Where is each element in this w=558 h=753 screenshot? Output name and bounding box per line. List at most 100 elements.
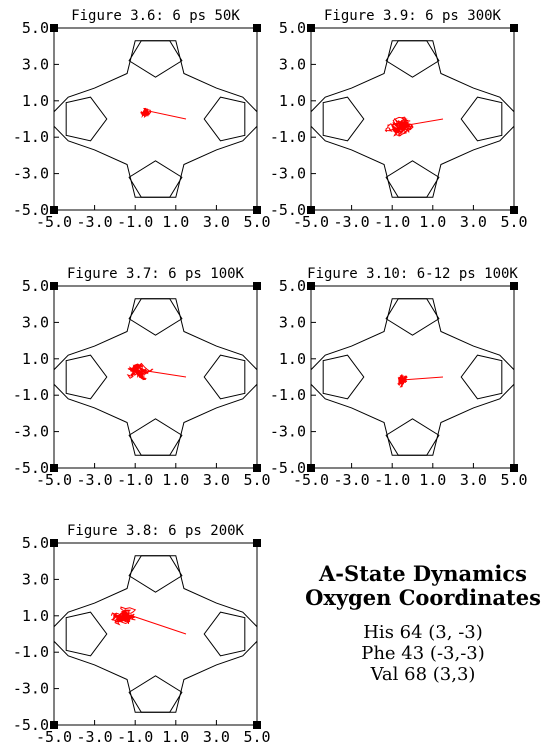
y-tick-label: 1.0 <box>279 350 306 368</box>
y-tick-label: 1.0 <box>279 92 306 110</box>
y-tick-label: 1.0 <box>22 350 49 368</box>
y-tick-label: 5.0 <box>279 277 306 295</box>
x-tick-label: 5.0 <box>500 471 527 489</box>
cavity-outline <box>310 40 515 198</box>
x-tick-label: -5.0 <box>36 213 72 231</box>
residue-pentagon-4 <box>322 354 365 400</box>
x-tick-label: -1.0 <box>117 471 153 489</box>
corner-marker <box>253 539 261 547</box>
x-tick-label: 5.0 <box>243 728 270 746</box>
caption-title-line1: A-State Dynamics <box>319 561 527 586</box>
residue-pentagon-3 <box>203 96 246 142</box>
residue-pentagon-2 <box>385 418 440 456</box>
residue-pentagon-3 <box>460 354 503 400</box>
chart-panel-2: Figure 3.9: 6 ps 300K5.03.01.0-1.0-3.0-5… <box>270 8 528 231</box>
y-tick-label: 3.0 <box>22 570 49 588</box>
x-tick-label: 3.0 <box>203 213 230 231</box>
y-tick-label: -3.0 <box>13 165 49 183</box>
chart-panel-5: Figure 3.8: 6 ps 200K5.03.01.0-1.0-3.0-5… <box>13 523 271 746</box>
x-tick-label: 3.0 <box>203 471 230 489</box>
cavity-outline <box>53 298 258 456</box>
caption-residue-his64: His 64 (3, -3) <box>363 622 483 643</box>
cavity-outline <box>53 555 258 713</box>
oxygen-trajectory <box>140 107 187 120</box>
x-tick-label: 5.0 <box>243 471 270 489</box>
residue-pentagon-4 <box>322 96 365 142</box>
chart-panel-3: Figure 3.7: 6 ps 100K5.03.01.0-1.0-3.0-5… <box>13 266 271 489</box>
corner-marker <box>510 282 518 290</box>
y-tick-label: -3.0 <box>270 423 306 441</box>
caption-residue-val68: Val 68 (3,3) <box>370 664 476 685</box>
x-tick-label: -3.0 <box>77 213 113 231</box>
cavity-outline <box>53 40 258 198</box>
y-tick-label: 3.0 <box>279 313 306 331</box>
y-tick-label: -1.0 <box>270 128 306 146</box>
corner-marker <box>253 24 261 32</box>
oxygen-trajectory <box>384 116 444 137</box>
residue-pentagon-4 <box>65 96 108 142</box>
y-tick-label: 5.0 <box>22 534 49 552</box>
y-tick-label: 5.0 <box>279 19 306 37</box>
oxygen-trajectory <box>126 362 187 381</box>
y-tick-label: -5.0 <box>13 459 49 477</box>
x-tick-label: -1.0 <box>117 728 153 746</box>
corner-marker <box>510 24 518 32</box>
x-tick-label: -3.0 <box>77 471 113 489</box>
y-tick-label: -5.0 <box>270 201 306 219</box>
x-tick-label: -1.0 <box>374 213 410 231</box>
y-tick-label: 1.0 <box>22 92 49 110</box>
x-tick-label: 5.0 <box>243 213 270 231</box>
plot-frame <box>310 27 515 211</box>
y-tick-label: -1.0 <box>13 386 49 404</box>
residue-pentagon-2 <box>128 160 183 198</box>
residue-pentagon-2 <box>385 160 440 198</box>
x-tick-label: 1.0 <box>162 728 189 746</box>
y-tick-label: -1.0 <box>13 128 49 146</box>
x-tick-label: -3.0 <box>77 728 113 746</box>
residue-pentagon-1 <box>128 298 183 336</box>
residue-pentagon-1 <box>385 298 440 336</box>
chart-panel-1: Figure 3.6: 6 ps 50K5.03.01.0-1.0-3.0-5.… <box>13 8 271 231</box>
x-tick-label: -1.0 <box>117 213 153 231</box>
x-tick-label: -5.0 <box>36 728 72 746</box>
y-tick-label: 5.0 <box>22 277 49 295</box>
y-tick-label: 5.0 <box>22 19 49 37</box>
chart-title: Figure 3.6: 6 ps 50K <box>71 8 240 24</box>
x-tick-label: 1.0 <box>419 213 446 231</box>
caption-block: A-State Dynamics Oxygen Coordinates His … <box>288 561 558 686</box>
y-tick-label: -1.0 <box>13 643 49 661</box>
y-tick-label: 1.0 <box>22 607 49 625</box>
plot-frame <box>310 285 515 469</box>
chart-panel-4: Figure 3.10: 6-12 ps 100K5.03.01.0-1.0-3… <box>270 266 528 489</box>
y-tick-label: -3.0 <box>13 680 49 698</box>
x-tick-label: -1.0 <box>374 471 410 489</box>
x-tick-label: 1.0 <box>162 213 189 231</box>
x-tick-label: 5.0 <box>500 213 527 231</box>
y-tick-label: -5.0 <box>270 459 306 477</box>
residue-pentagon-1 <box>128 555 183 593</box>
y-tick-label: 3.0 <box>22 55 49 73</box>
residue-pentagon-3 <box>203 611 246 657</box>
caption-title-line2: Oxygen Coordinates <box>305 585 541 610</box>
x-tick-label: 3.0 <box>460 213 487 231</box>
residue-pentagon-3 <box>460 96 503 142</box>
residue-pentagon-2 <box>128 418 183 456</box>
x-tick-label: -5.0 <box>293 471 329 489</box>
residue-pentagon-4 <box>65 611 108 657</box>
y-tick-label: 3.0 <box>22 313 49 331</box>
chart-title: Figure 3.8: 6 ps 200K <box>67 523 245 539</box>
x-tick-label: 3.0 <box>460 471 487 489</box>
residue-pentagon-1 <box>385 40 440 78</box>
residue-pentagon-4 <box>65 354 108 400</box>
x-tick-label: 1.0 <box>419 471 446 489</box>
y-tick-label: 3.0 <box>279 55 306 73</box>
oxygen-trajectory <box>397 374 444 388</box>
x-tick-label: -5.0 <box>293 213 329 231</box>
oxygen-trajectory <box>110 606 187 635</box>
corner-marker <box>253 282 261 290</box>
plot-frame <box>53 542 258 726</box>
chart-title: Figure 3.10: 6-12 ps 100K <box>307 266 518 282</box>
y-tick-label: -3.0 <box>270 165 306 183</box>
y-tick-label: -5.0 <box>13 201 49 219</box>
